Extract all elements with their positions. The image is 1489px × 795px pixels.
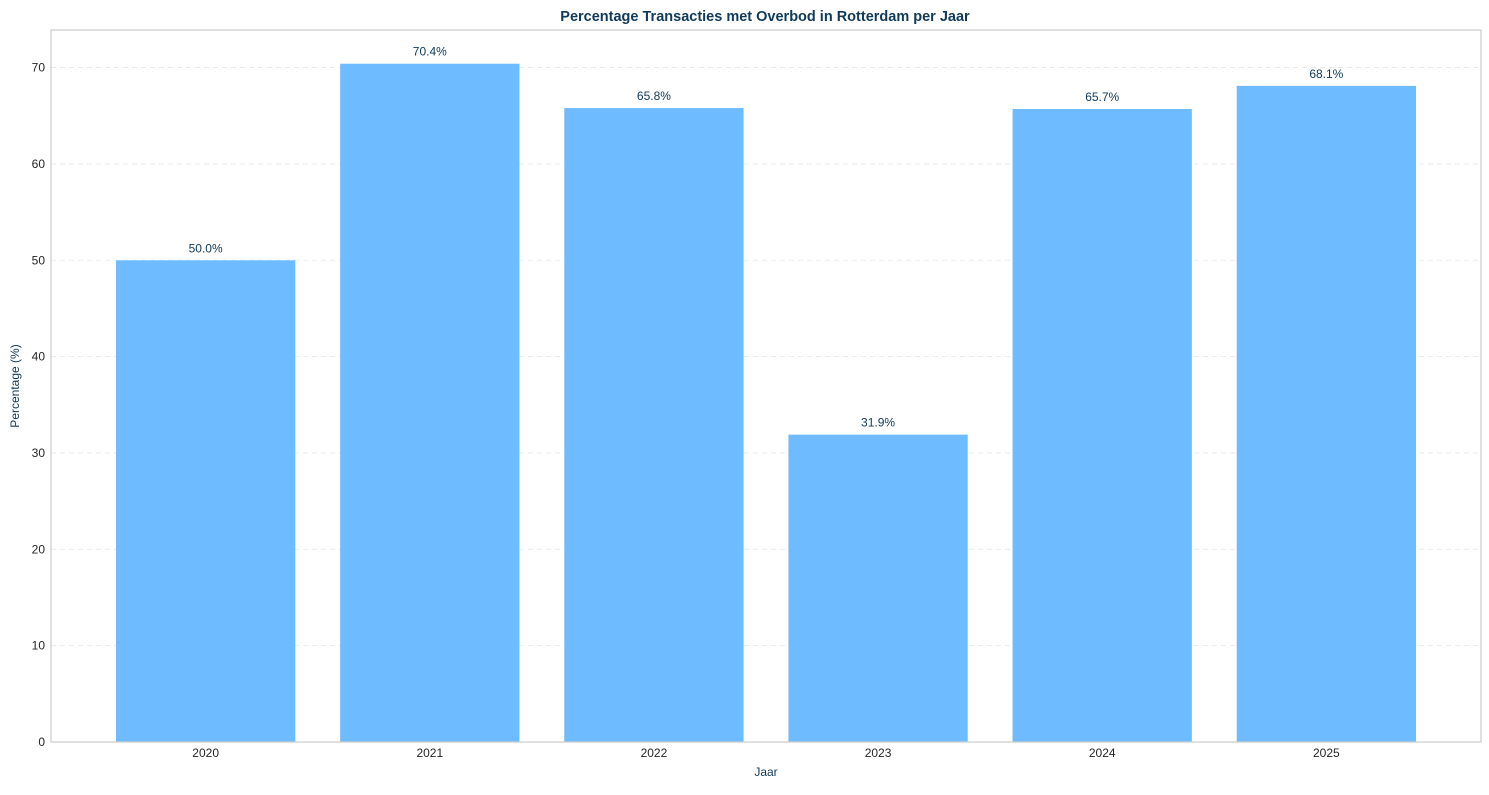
data-label: 50.0% xyxy=(189,241,223,255)
x-tick-label: 2024 xyxy=(1089,746,1116,760)
y-tick-label: 70 xyxy=(32,61,46,75)
data-label: 31.9% xyxy=(861,416,895,430)
y-tick-label: 20 xyxy=(32,542,46,556)
y-tick-label: 60 xyxy=(32,157,46,171)
x-tick-label: 2020 xyxy=(192,746,219,760)
y-tick-label: 50 xyxy=(32,253,46,267)
bar-2024 xyxy=(1012,109,1192,743)
bar-2025 xyxy=(1236,85,1416,742)
y-tick-label: 10 xyxy=(32,639,46,653)
x-axis-label: Jaar xyxy=(754,765,777,779)
bar-2022 xyxy=(564,108,744,743)
data-label: 65.7% xyxy=(1085,90,1119,104)
x-tick-label: 2021 xyxy=(416,746,443,760)
plot-frame xyxy=(50,29,1482,743)
y-axis-label: Percentage (%) xyxy=(8,344,22,427)
x-tick-label: 2023 xyxy=(865,746,892,760)
x-tick-label: 2022 xyxy=(641,746,668,760)
bar-2020 xyxy=(116,260,296,742)
data-label: 65.8% xyxy=(637,89,671,103)
bar-2021 xyxy=(340,63,520,742)
y-tick-label: 0 xyxy=(38,735,45,749)
chart-title: Percentage Transacties met Overbod in Ro… xyxy=(560,9,970,25)
data-label: 68.1% xyxy=(1309,67,1343,81)
y-tick-label: 40 xyxy=(32,350,46,364)
data-label: 70.4% xyxy=(413,45,447,59)
bar-2023 xyxy=(788,434,968,742)
x-tick-label: 2025 xyxy=(1313,746,1340,760)
y-tick-label: 30 xyxy=(32,446,46,460)
